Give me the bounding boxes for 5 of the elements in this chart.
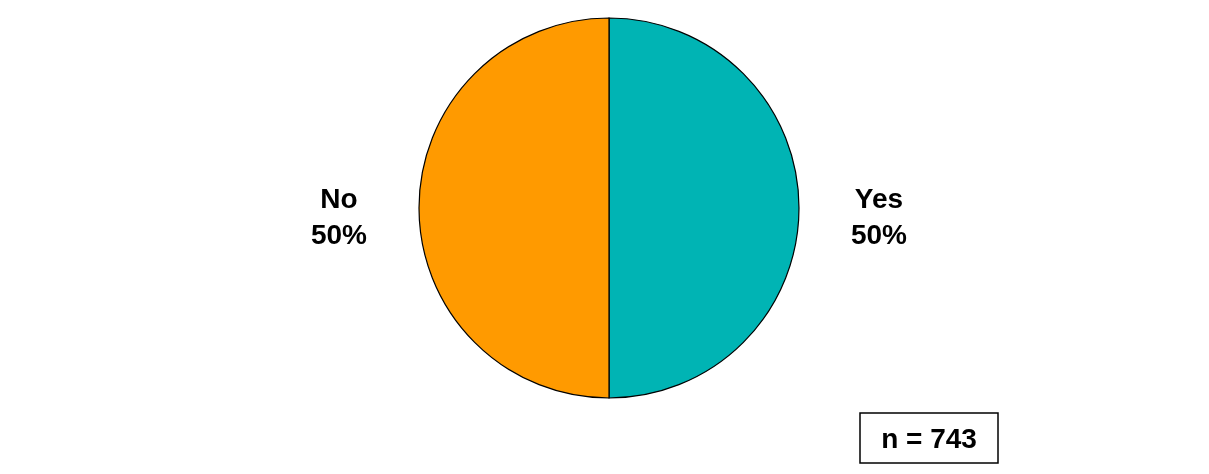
- slice-label: No: [320, 183, 358, 214]
- slice-label: Yes: [854, 183, 904, 214]
- data-label: 50%: [850, 219, 908, 250]
- text: n = 743: [881, 423, 977, 454]
- data-label: 50%: [310, 219, 368, 250]
